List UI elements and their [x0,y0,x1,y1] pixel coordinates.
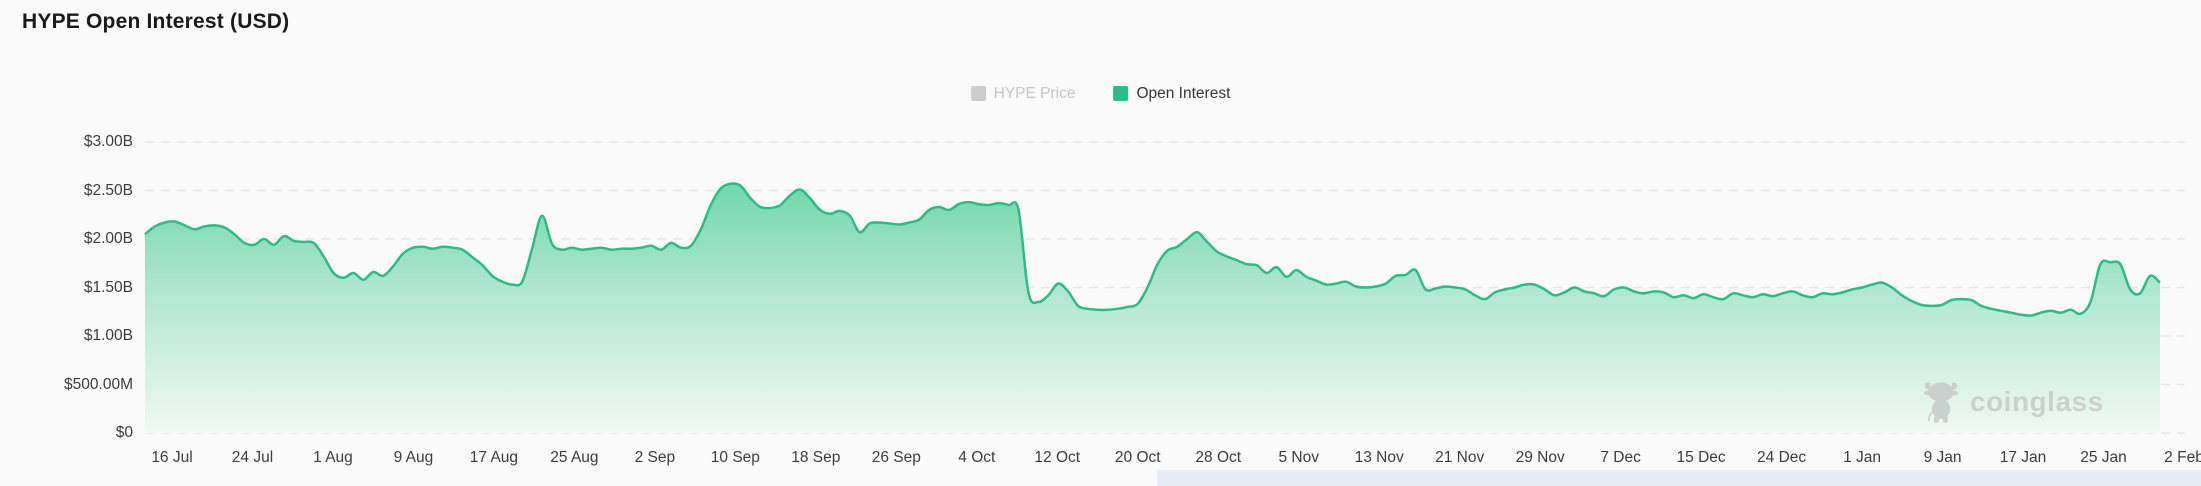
open-interest-series [144,182,2161,433]
x-axis-label: 25 Jan [2080,449,2127,466]
page-title: HYPE Open Interest (USD) [22,10,290,33]
x-axis-label: 24 Dec [1757,449,1807,466]
x-axis-label: 28 Oct [1195,449,1242,466]
x-axis-label: 15 Dec [1676,449,1726,466]
y-axis-label: $1.00B [83,327,133,344]
legend-swatch-open-interest-icon [1113,86,1129,101]
x-axis-label: 16 Jul [151,449,193,466]
x-axis-label: 1 Jan [1843,449,1882,466]
x-axis-label: 1 Aug [313,449,353,466]
y-axis-label: $2.00B [83,230,133,247]
x-axis-label: 2 Sep [634,449,676,466]
y-axis-label: $0 [115,424,133,441]
x-axis-label: 7 Dec [1600,449,1641,466]
legend-swatch-hype-price-icon [970,86,986,101]
x-axis-label: 20 Oct [1114,449,1161,466]
x-axis-label: 9 Jan [1923,449,1962,466]
x-axis-label: 24 Jul [231,449,274,466]
x-axis-label: 17 Jan [1999,449,2047,466]
x-axis-label: 5 Nov [1278,449,1319,466]
coinglass-bull-icon [1924,382,1958,423]
coinglass-watermark: coinglass [1922,380,2104,424]
x-axis-label: 25 Aug [550,449,599,466]
legend-item-open-interest[interactable]: Open Interest [1113,86,1230,101]
y-axis-label: $500.00M [64,375,133,393]
x-axis-label: 10 Sep [710,449,760,466]
time-range-scrollbar[interactable] [1157,470,2201,486]
y-axis-label: $1.50B [83,278,133,296]
x-axis-label: 4 Oct [958,449,996,466]
x-axis-label: 9 Aug [393,449,434,466]
y-axis: $0 $500.00M $1.00B $1.50B $2.00B $2.50B $3.00B [0,0,133,486]
y-axis-label: $3.00B [83,133,133,150]
legend-label-hype-price: HYPE Price [993,85,1076,102]
chart-legend: HYPE Price Open Interest [970,85,1230,102]
x-axis-label: 21 Nov [1435,449,1485,466]
y-axis-label: $2.50B [83,181,133,199]
x-axis-label: 29 Nov [1515,449,1565,466]
x-axis-label: 26 Sep [871,449,921,466]
x-axis-label: 18 Sep [791,449,841,466]
x-axis: 16 Jul 24 Jul 1 Aug 9 Aug 17 Aug 25 Aug 2 Sep 1… [0,449,2201,471]
legend-label-open-interest: Open Interest [1136,85,1231,102]
watermark-label: coinglass [1970,386,2104,417]
x-axis-label: 12 Oct [1034,449,1081,466]
legend-item-hype-price[interactable]: HYPE Price [970,85,1076,102]
x-axis-label: 13 Nov [1354,449,1404,466]
x-axis-label: 17 Aug [469,449,519,466]
x-axis-label: 2 Feb [2164,449,2201,466]
